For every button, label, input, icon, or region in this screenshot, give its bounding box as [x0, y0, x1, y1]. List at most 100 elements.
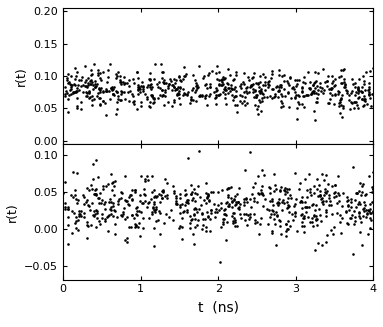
Point [190, 97, 196, 102]
Point [88, 182, 94, 188]
Point [207, 84, 213, 90]
Point [242, 217, 248, 222]
Point [179, 201, 185, 207]
Point [334, 210, 340, 215]
Point [81, 194, 87, 199]
Point [309, 90, 315, 95]
Point [292, 209, 298, 215]
Point [274, 200, 280, 205]
Point [114, 89, 120, 95]
Point [177, 211, 183, 216]
Point [153, 204, 159, 210]
Point [85, 90, 92, 95]
Point [317, 192, 323, 198]
Point [357, 215, 363, 220]
Point [109, 180, 115, 185]
Point [349, 88, 355, 93]
Point [213, 206, 219, 212]
Point [190, 186, 196, 191]
Point [309, 219, 315, 225]
Point [317, 213, 323, 218]
Point [331, 224, 337, 229]
Point [332, 182, 338, 187]
Point [207, 81, 213, 86]
Point [134, 84, 141, 90]
Point [93, 93, 100, 98]
Point [216, 81, 222, 86]
Point [170, 85, 177, 90]
Point [244, 91, 250, 96]
Point [346, 93, 352, 98]
Point [162, 94, 168, 99]
Point [201, 93, 208, 98]
Point [220, 219, 226, 225]
Point [362, 98, 368, 103]
Point [197, 94, 203, 99]
Point [337, 99, 343, 105]
Point [173, 87, 179, 92]
Point [362, 96, 368, 102]
Point [174, 92, 180, 97]
Point [194, 86, 200, 91]
Point [92, 192, 98, 197]
Point [342, 82, 349, 88]
Point [192, 224, 198, 229]
Point [300, 79, 306, 85]
Point [276, 88, 282, 94]
Point [362, 203, 368, 208]
Point [185, 156, 191, 161]
Point [339, 203, 345, 208]
Point [283, 228, 289, 233]
Point [314, 186, 320, 191]
Point [142, 179, 148, 184]
Point [221, 96, 228, 101]
Point [260, 91, 266, 96]
Point [170, 183, 176, 189]
Point [229, 204, 235, 209]
Point [123, 237, 129, 242]
Point [195, 84, 201, 90]
Point [176, 89, 182, 94]
Point [292, 170, 298, 175]
Point [103, 88, 110, 93]
Point [92, 84, 98, 90]
Point [359, 242, 365, 248]
Point [203, 191, 210, 196]
Point [109, 87, 115, 93]
Point [187, 214, 193, 219]
Point [278, 232, 285, 237]
Point [232, 223, 238, 228]
Point [144, 204, 150, 210]
Point [148, 196, 154, 201]
Point [99, 215, 105, 221]
Point [270, 202, 276, 207]
Point [62, 94, 69, 99]
Point [166, 81, 172, 86]
Point [113, 88, 119, 94]
Point [226, 201, 232, 207]
Point [360, 104, 366, 109]
Point [288, 95, 294, 100]
Point [120, 211, 126, 216]
Point [102, 100, 108, 106]
Point [152, 210, 159, 215]
Point [89, 103, 95, 108]
Point [204, 195, 210, 200]
Point [208, 190, 214, 195]
Point [82, 84, 88, 89]
Point [329, 80, 335, 85]
Point [125, 89, 131, 95]
Point [287, 223, 293, 228]
Point [299, 90, 305, 95]
Point [239, 100, 245, 106]
Point [269, 196, 275, 201]
Point [356, 214, 362, 219]
Point [204, 196, 210, 201]
Point [118, 88, 124, 94]
Point [136, 85, 142, 91]
Point [230, 219, 236, 224]
Point [164, 181, 170, 186]
Point [244, 85, 250, 90]
Point [96, 87, 102, 92]
Point [177, 73, 183, 78]
